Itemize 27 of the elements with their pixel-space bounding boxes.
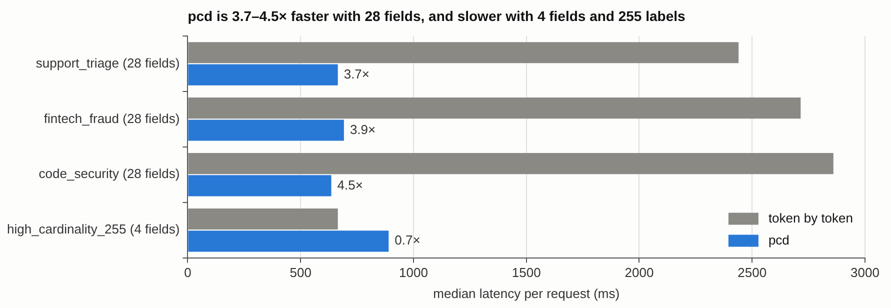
y-tick-label: support_triage (28 fields) — [36, 55, 180, 70]
x-tick-label: 1000 — [399, 265, 428, 280]
legend-label: token by token — [768, 210, 854, 226]
annotation: 3.9× — [350, 122, 376, 137]
bar — [188, 175, 332, 196]
bar — [188, 98, 801, 119]
x-tick-label: 1500 — [512, 265, 541, 280]
bar — [188, 153, 834, 174]
bar — [188, 42, 739, 64]
chart-title: pcd is 3.7–4.5× faster with 28 fields, and slower with 4 fields and 255 labels — [188, 8, 686, 24]
y-tick-label: high_cardinality_255 (4 fields) — [6, 222, 180, 237]
x-tick-label: 0 — [184, 265, 192, 280]
annotation: 0.7× — [394, 232, 420, 248]
x-tick-label: 500 — [290, 265, 312, 280]
bar — [188, 208, 338, 230]
x-tick-label: 2500 — [738, 265, 767, 280]
x-axis-title: median latency per request (ms) — [433, 286, 620, 301]
y-tick-label: fintech_fraud (28 fields) — [44, 110, 180, 126]
x-tick-label: 3000 — [850, 265, 880, 280]
x-tick-label: 2000 — [624, 265, 654, 280]
y-tick-label: code_security (28 fields) — [38, 166, 180, 182]
annotation: 4.5× — [337, 177, 363, 192]
legend-label: pcd — [768, 232, 790, 248]
bar — [188, 64, 338, 86]
bar — [188, 230, 389, 252]
bar — [188, 120, 344, 141]
annotation: 3.7× — [344, 66, 370, 82]
